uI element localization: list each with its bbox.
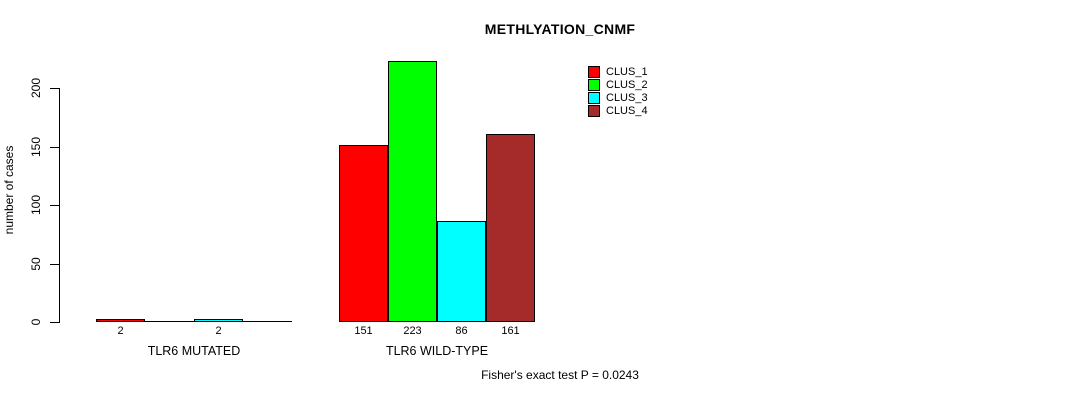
bar-clus_3 bbox=[194, 319, 243, 322]
y-axis-tick-label: 0 bbox=[29, 318, 43, 326]
x-group-label: TLR6 WILD-TYPE bbox=[385, 344, 489, 358]
bar-value-label: 161 bbox=[501, 325, 520, 337]
bar-clus_1 bbox=[339, 145, 388, 322]
y-axis-tick bbox=[50, 205, 59, 206]
bar-clus_2-zero bbox=[145, 321, 194, 322]
y-axis-tick-label: 50 bbox=[29, 257, 43, 271]
bar-clus_3 bbox=[437, 221, 486, 322]
y-axis-tick bbox=[50, 147, 59, 148]
y-axis-tick-label: 200 bbox=[29, 77, 43, 99]
legend-label: CLUS_4 bbox=[606, 105, 648, 117]
chart-title: METHLYATION_CNMF bbox=[484, 21, 636, 37]
y-axis-line bbox=[59, 88, 60, 323]
legend-row: CLUS_3 bbox=[588, 92, 648, 104]
legend-label: CLUS_1 bbox=[606, 66, 648, 78]
bar-value-label: 223 bbox=[403, 325, 422, 337]
bar-clus_4 bbox=[486, 134, 535, 322]
bar-value-label: 86 bbox=[455, 325, 468, 337]
bar-clus_4-zero bbox=[243, 321, 292, 322]
bar-clus_1 bbox=[96, 319, 145, 322]
legend-swatch-clus_2 bbox=[588, 79, 600, 91]
y-axis-tick bbox=[50, 322, 59, 323]
bar-value-label: 2 bbox=[215, 325, 222, 337]
legend: CLUS_1 CLUS_2 CLUS_3 CLUS_4 bbox=[588, 66, 648, 117]
legend-row: CLUS_2 bbox=[588, 79, 648, 91]
bar-clus_2 bbox=[388, 61, 437, 322]
y-axis-title: number of cases bbox=[2, 145, 16, 235]
bar-value-label: 151 bbox=[354, 325, 373, 337]
y-axis-tick bbox=[50, 88, 59, 89]
fisher-test-annotation: Fisher's exact test P = 0.0243 bbox=[481, 368, 639, 382]
legend-row: CLUS_4 bbox=[588, 105, 648, 117]
x-group-label: TLR6 MUTATED bbox=[147, 344, 241, 358]
y-axis-tick bbox=[50, 264, 59, 265]
legend-swatch-clus_4 bbox=[588, 105, 600, 117]
y-axis-tick-label: 100 bbox=[29, 194, 43, 216]
legend-row: CLUS_1 bbox=[588, 66, 648, 78]
legend-swatch-clus_1 bbox=[588, 66, 600, 78]
legend-swatch-clus_3 bbox=[588, 92, 600, 104]
legend-label: CLUS_3 bbox=[606, 92, 648, 104]
y-axis-tick-label: 150 bbox=[29, 136, 43, 158]
bar-value-label: 2 bbox=[117, 325, 124, 337]
legend-label: CLUS_2 bbox=[606, 79, 648, 91]
